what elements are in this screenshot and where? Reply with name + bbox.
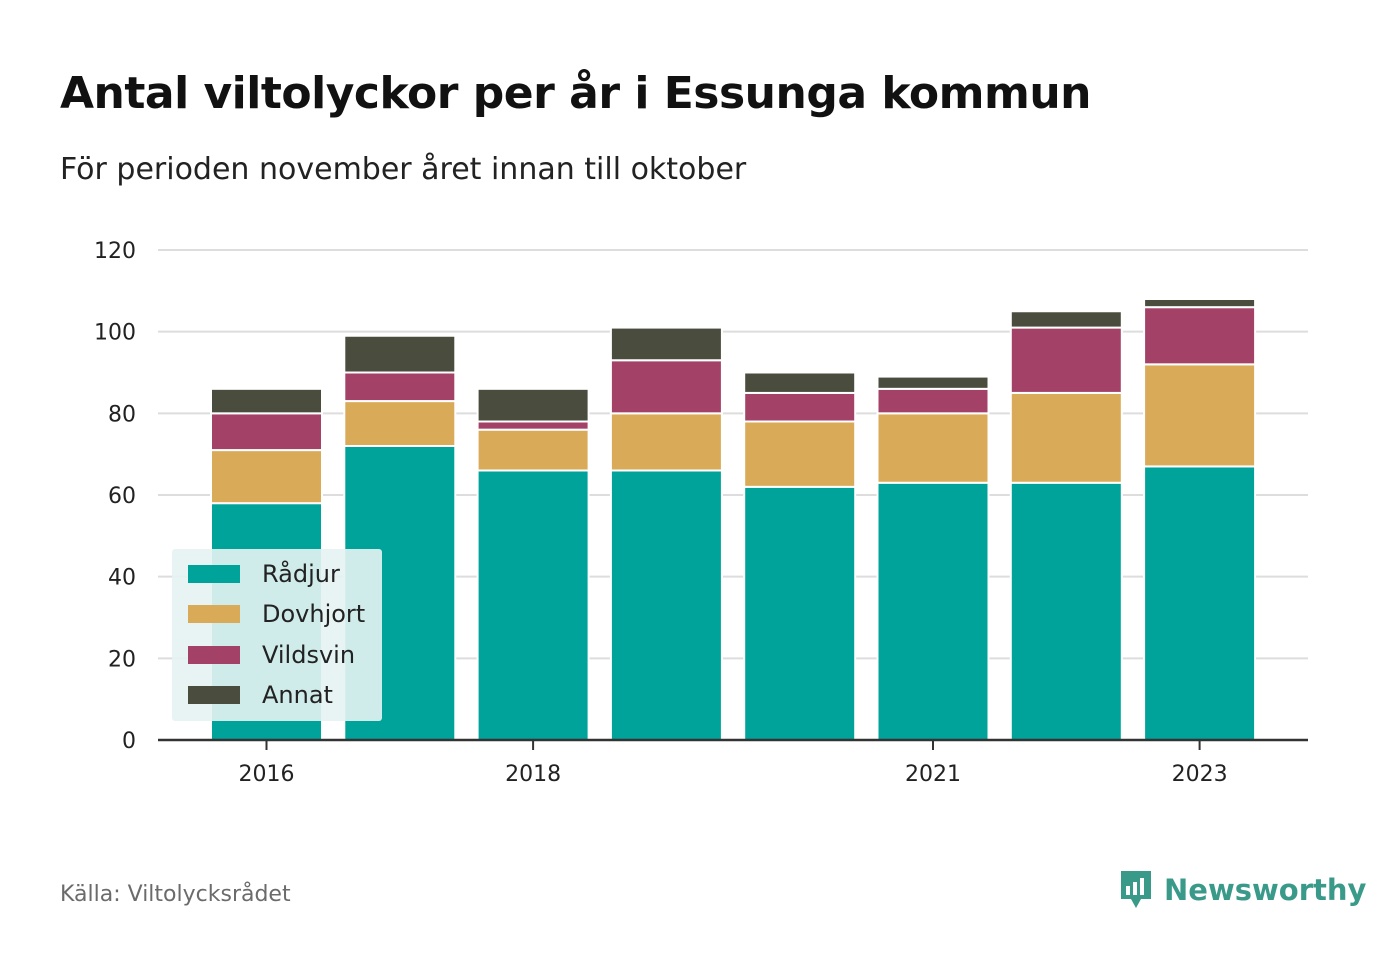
bar-2023-series-0[interactable]: [1143, 465, 1257, 741]
bar-2020-series-1[interactable]: [743, 420, 857, 488]
chart-title: Antal viltolyckor per år i Essunga kommu…: [60, 68, 1092, 119]
newsworthy-logo-text: Newsworthy: [1164, 873, 1367, 907]
y-tick-label-80: 80: [108, 402, 136, 427]
y-tick-label-100: 100: [94, 321, 136, 346]
bar-2016-series-2[interactable]: [210, 412, 323, 452]
bar-2019-series-3[interactable]: [609, 326, 723, 362]
legend-swatch-annat: [188, 686, 240, 704]
y-tick-label-60: 60: [108, 484, 136, 509]
bar-2019-series-2[interactable]: [609, 359, 723, 415]
legend-item-radjur: Rådjur: [188, 559, 340, 589]
bar-2020-series-3[interactable]: [743, 371, 857, 394]
bar-2021-series-0[interactable]: [876, 481, 990, 741]
y-tick-label-40: 40: [108, 566, 136, 591]
legend-label-annat: Annat: [262, 681, 333, 709]
bar-2020-series-0[interactable]: [743, 485, 857, 742]
legend-label-dovhjort: Dovhjort: [262, 600, 366, 628]
bar-2023-series-3[interactable]: [1143, 298, 1257, 309]
chart-legend: Rådjur Dovhjort Vildsvin Annat: [172, 549, 382, 721]
legend-item-annat: Annat: [188, 680, 333, 710]
bar-2021-series-2[interactable]: [876, 387, 990, 415]
x-tick-label-2016: 2016: [239, 762, 295, 787]
bar-2018-series-0[interactable]: [476, 469, 590, 741]
y-tick-label-120: 120: [94, 239, 136, 264]
bar-2022-series-0[interactable]: [1009, 481, 1123, 741]
x-tick-label-2018: 2018: [505, 762, 561, 787]
bar-2022-series-1[interactable]: [1009, 391, 1123, 484]
bar-2016-series-3[interactable]: [210, 387, 323, 415]
chart-subtitle: För perioden november året innan till ok…: [60, 152, 747, 187]
bar-2020-series-2[interactable]: [743, 391, 857, 423]
legend-item-dovhjort: Dovhjort: [188, 599, 365, 629]
legend-item-vildsvin: Vildsvin: [188, 640, 355, 670]
bar-2019-series-0[interactable]: [609, 469, 723, 741]
bar-2018-series-2[interactable]: [476, 420, 590, 431]
bar-2018-series-1[interactable]: [476, 428, 590, 472]
bar-2017-series-3[interactable]: [343, 334, 457, 374]
source-note: Källa: Viltolycksrådet: [60, 882, 291, 907]
bar-2019-series-1[interactable]: [609, 412, 723, 472]
bar-2023-series-1[interactable]: [1143, 363, 1257, 468]
newsworthy-logo[interactable]: Newsworthy: [1118, 868, 1366, 912]
legend-label-radjur: Rådjur: [262, 560, 340, 588]
bar-2017-series-1[interactable]: [343, 400, 457, 448]
legend-label-vildsvin: Vildsvin: [262, 641, 356, 669]
newsworthy-logo-icon: [1121, 871, 1151, 908]
bar-2023-series-2[interactable]: [1143, 306, 1257, 366]
x-tick-label-2021: 2021: [905, 762, 961, 787]
bar-2016-series-1[interactable]: [210, 449, 323, 505]
bar-2022-series-2[interactable]: [1009, 326, 1123, 394]
bar-2022-series-3[interactable]: [1009, 310, 1123, 329]
legend-swatch-radjur: [188, 565, 240, 583]
bar-2021-series-1[interactable]: [876, 412, 990, 484]
bar-2021-series-3[interactable]: [876, 375, 990, 390]
legend-swatch-dovhjort: [188, 605, 240, 623]
bar-2018-series-3[interactable]: [476, 387, 590, 423]
y-tick-label-0: 0: [122, 729, 136, 754]
bar-2017-series-2[interactable]: [343, 371, 457, 403]
legend-swatch-vildsvin: [188, 646, 240, 664]
y-tick-label-20: 20: [108, 647, 136, 672]
x-tick-label-2023: 2023: [1172, 762, 1228, 787]
